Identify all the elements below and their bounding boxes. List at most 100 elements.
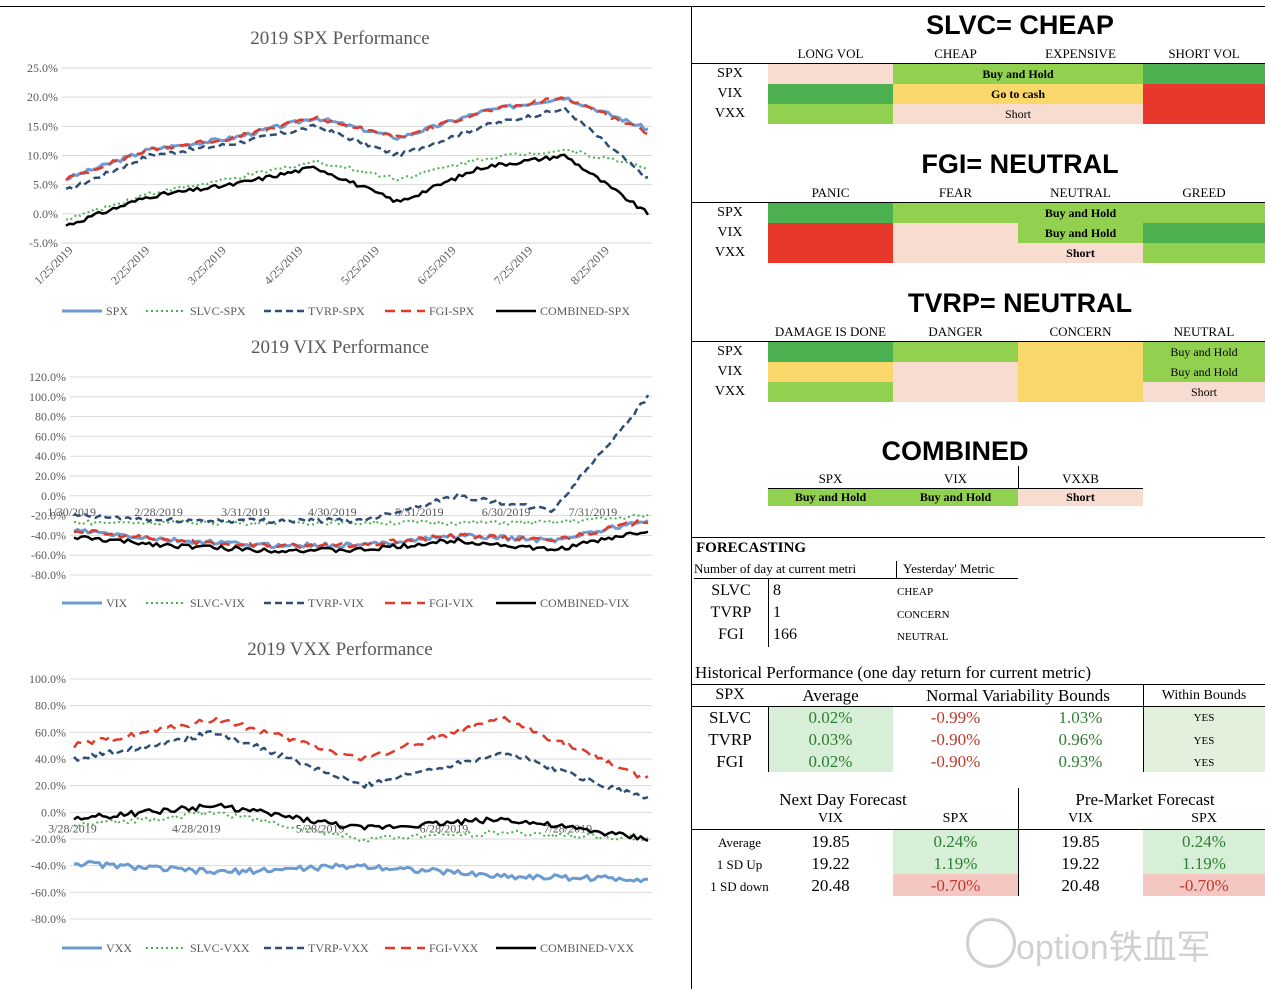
historical-avg: 0.02% [808,708,853,727]
historical-hi: 0.96% [1058,730,1103,749]
y-tick-label: 40.0% [35,752,66,766]
x-tick-label: 3/25/2019 [185,243,229,287]
nextday-spx-bg [893,830,1018,874]
y-tick-label: 60.0% [35,725,66,739]
forecasting-col1: Number of day at current metri [694,561,857,576]
historical-title: Historical Performance (one day return f… [695,663,1092,682]
historical-col-spx: SPX [715,686,745,703]
x-tick-label: 4/28/2019 [172,821,221,835]
nextday-row-name: 1 SD down [710,879,769,894]
historical-row-name: FGI [716,752,744,771]
historical-within: YES [1193,735,1215,747]
historical-avg-bg [769,707,893,772]
fgi-cell: Buy and Hold [893,203,1265,223]
forecasting-metric: NEUTRAL [897,631,949,643]
forecasting-days: 166 [773,626,797,643]
nextday-spx: 1.19% [933,854,978,873]
y-tick-label: 25.0% [27,61,58,75]
x-tick-label: 4/30/2019 [308,505,357,519]
chart-title-vxx: 2019 VXX Performance [247,639,433,660]
slvc-cell: Buy and Hold [893,64,1143,84]
y-tick-label: 100.0% [29,390,66,404]
premarket-spx: -0.70% [1179,876,1229,895]
y-tick-label: 0.0% [41,805,66,819]
x-tick-label: 6/30/2019 [482,505,531,519]
legend-label: TVRP-VIX [308,596,364,610]
forecasting-name: FGI [718,626,744,643]
series-line-slvc-vix [73,513,649,526]
watermark-logo-icon [966,918,1016,968]
y-tick-label: 15.0% [27,119,58,133]
fgi-row-vix: VIX [717,225,743,240]
historical-col-average: Average [802,686,859,705]
y-tick-label: 100.0% [29,672,66,686]
slvc-cell [1143,64,1265,84]
fgi-cell [768,203,893,223]
historical-lo: -0.99% [930,708,981,727]
y-tick-label: 10.0% [27,149,58,163]
x-tick-label: 5/31/2019 [395,505,444,519]
slvc-cell: Go to cash [893,84,1143,104]
slvc-cell [1143,84,1265,124]
tvrp-row-vix: VIX [717,364,743,379]
combined-divider [1018,466,1019,490]
fgi-col-3: NEUTRAL [1050,185,1111,200]
forecasting-col2: Yesterday' Metric [903,561,995,576]
tvrp-cell [768,362,893,382]
nextday-row-name: Average [717,835,762,850]
tvrp-cell: Buy and Hold [1143,362,1265,382]
combined-col-2: VIX [943,471,968,486]
x-tick-label: 3/28/2019 [48,821,97,835]
tvrp-col-3: CONCERN [1049,324,1112,339]
y-tick-label: 5.0% [33,178,58,192]
panel-divider [691,6,692,989]
tvrp-cell: Short [1143,382,1265,402]
y-tick-label: 0.0% [41,489,66,503]
premarket-spx-bg-neg [1143,874,1265,896]
y-tick-label: -80.0% [31,568,66,582]
fgi-cell: Short [1018,243,1143,263]
premarket-col-vix: VIX [1068,811,1093,826]
series-line-fgi-vix [73,519,648,549]
slvc-col-1: LONG VOL [797,46,864,61]
legend-label: COMBINED-VIX [540,596,630,610]
y-tick-label: -40.0% [31,859,66,873]
y-tick-label: 20.0% [27,90,58,104]
chart-title-vix: 2019 VIX Performance [251,337,429,358]
legend-label: SLVC-VXX [190,941,250,955]
fgi-cell [1143,243,1265,263]
series-line-tvrp-vxx [73,729,649,800]
fgi-rule [692,202,1265,203]
forecasting-days: 1 [773,604,781,621]
x-tick-label: 7/28/2019 [543,821,592,835]
slvc-row-vix: VIX [717,86,743,101]
chart-vix: 120.0% 100.0% 80.0% 60.0% 40.0% 20.0% 0.0% -20.… [29,370,652,610]
forecasting-metric: CHEAP [897,586,934,598]
x-tick-label: 7/25/2019 [491,243,535,287]
historical-avg: 0.03% [808,730,853,749]
x-tick-label: 8/25/2019 [568,243,612,287]
y-tick-label: 40.0% [35,449,66,463]
historical-divider [768,707,769,772]
fgi-row-spx: SPX [717,205,743,220]
series-line-combined-vxx [73,802,649,843]
legend-label: FGI-VXX [429,941,479,955]
legend-label: VIX [106,596,128,610]
forecasting-metric: CONCERN [897,609,950,621]
y-tick-label: 20.0% [35,469,66,483]
premarket-col-spx: SPX [1191,811,1217,826]
historical-divider-2 [1143,684,1144,772]
legend-label: FGI-SPX [429,304,475,318]
fgi-row-vxx: VXX [714,245,746,260]
nextday-spx-bg-neg [893,874,1018,896]
nextday-vix: 20.48 [811,876,850,895]
tvrp-cell [1018,342,1143,402]
tvrp-col-1: DAMAGE IS DONE [774,324,887,339]
fgi-cell [1143,223,1265,243]
series-line-fgi-spx [65,96,649,182]
fgi-cell [768,223,893,263]
historical-row-name: TVRP [708,730,752,749]
series-line-tvrp-spx [65,106,649,191]
combined-rule [768,488,1143,489]
tvrp-cell [768,342,893,362]
